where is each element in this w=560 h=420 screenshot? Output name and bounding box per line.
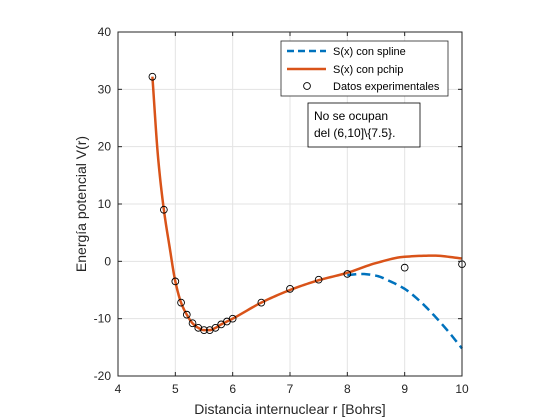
y-tick-label: -20: [94, 369, 112, 383]
data-point-marker: [314, 275, 323, 284]
series-layer: [148, 72, 466, 350]
tick-marks: [117, 31, 463, 377]
legend-label-data: Datos experimentales: [333, 81, 440, 93]
data-point-marker: [177, 298, 185, 307]
y-tick-label: 30: [98, 82, 112, 96]
legend: S(x) con spline S(x) con pchip Datos exp…: [280, 40, 449, 97]
x-tick-label: 10: [455, 382, 469, 396]
y-tick-label: 10: [98, 197, 112, 211]
data-point-marker: [200, 326, 208, 334]
data-point-marker: [286, 285, 294, 293]
x-axis-label: Distancia internuclear r [Bohrs]: [194, 401, 385, 417]
data-point-marker: [188, 319, 197, 328]
data-point-marker: [171, 277, 180, 286]
legend-marker-data: [303, 82, 311, 90]
tick-labels: 4 5 6 7 8 9 10 -20 -10 0 10 20 30 40: [94, 25, 469, 396]
data-point-marker: [343, 270, 352, 278]
y-tick-label: 40: [98, 25, 112, 39]
data-point-marker: [148, 72, 157, 81]
x-tick-label: 9: [401, 382, 408, 396]
legend-label-pchip: S(x) con pchip: [333, 64, 403, 76]
annotation-frame: [307, 102, 421, 148]
spline-series-line: [347, 272, 463, 350]
y-tick-label: 0: [104, 254, 111, 268]
data-point-marker: [257, 298, 266, 307]
y-axis-label: Energía potencial V(r): [73, 136, 89, 272]
data-point-marker: [160, 205, 168, 214]
annotation-line-1: No se ocupan: [314, 109, 388, 123]
x-tick-label: 8: [344, 382, 351, 396]
data-point-marker: [211, 323, 220, 332]
annotation-line-2: del (6,10]\{7.5}.: [314, 126, 395, 140]
x-tick-label: 5: [172, 382, 179, 396]
y-tick-label: 20: [98, 140, 112, 154]
data-point-marker: [182, 310, 191, 319]
pchip-series-line: [151, 76, 463, 332]
x-tick-label: 4: [115, 382, 122, 396]
legend-label-spline: S(x) con spline: [333, 46, 406, 58]
data-point-marker: [400, 263, 409, 272]
x-tick-label: 6: [229, 382, 236, 396]
annotation-box: No se ocupan del (6,10]\{7.5}.: [307, 102, 421, 148]
data-point-marker: [228, 314, 237, 323]
y-tick-label: -10: [94, 312, 112, 326]
x-tick-label: 7: [287, 382, 294, 396]
